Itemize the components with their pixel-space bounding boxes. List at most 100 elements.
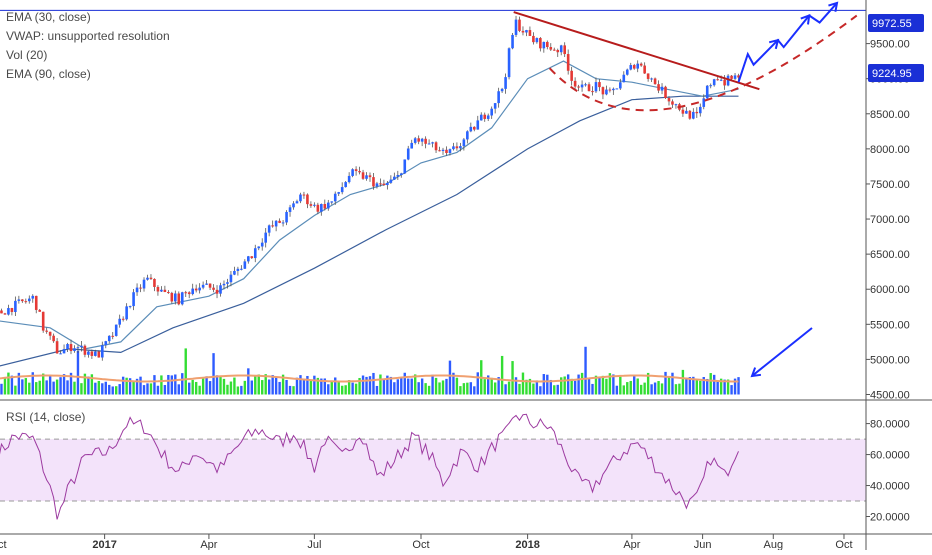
candle-body xyxy=(598,82,601,88)
legend-vwap: VWAP: unsupported resolution xyxy=(6,29,170,43)
candle-body xyxy=(191,288,194,295)
candle-body xyxy=(107,335,111,342)
price-tag-high[interactable]: 9972.55 xyxy=(868,14,924,32)
y-tick-label: 5000.00 xyxy=(870,354,910,366)
volume-bar xyxy=(177,384,180,395)
ema30-line xyxy=(0,60,739,350)
volume-bar xyxy=(188,382,191,395)
candle-body xyxy=(737,75,740,78)
volume-bar xyxy=(31,372,34,395)
volume-bar xyxy=(41,373,45,395)
rsi-line xyxy=(0,413,739,520)
volume-bar xyxy=(400,376,403,395)
candle-body xyxy=(664,86,667,98)
candle-body xyxy=(139,287,142,289)
volume-bar xyxy=(295,377,299,395)
projection-path[interactable] xyxy=(737,2,838,83)
candle-body xyxy=(52,335,55,342)
volume-bar xyxy=(181,373,184,395)
resistance-trendline[interactable] xyxy=(513,11,760,91)
volume-bar xyxy=(80,383,83,395)
candle-body xyxy=(219,285,222,294)
rsi-tick-label: 20.0000 xyxy=(870,512,910,524)
candle-body xyxy=(76,347,80,349)
volume-bar xyxy=(320,378,323,395)
volume-bar xyxy=(612,374,615,395)
volume-bar xyxy=(535,380,539,395)
candle-body xyxy=(434,142,438,151)
candle-body xyxy=(34,295,38,310)
candle-body xyxy=(104,341,108,346)
candle-body xyxy=(549,47,553,50)
volume-bar xyxy=(504,384,507,395)
candle-body xyxy=(532,35,535,43)
volume-bar xyxy=(598,377,601,395)
volume-bar xyxy=(497,377,500,395)
candle-body xyxy=(174,293,177,302)
price-tag-current[interactable]: 9224.95 xyxy=(868,64,924,82)
candle-body xyxy=(469,126,473,132)
annotations[interactable] xyxy=(0,1,866,378)
candle-body xyxy=(142,279,146,289)
candle-body xyxy=(73,348,76,352)
volume-bar xyxy=(511,361,514,395)
candle-body xyxy=(160,289,163,292)
volume-bar xyxy=(636,378,639,395)
candle-body xyxy=(521,30,525,33)
candle-body xyxy=(309,204,313,206)
candle-body xyxy=(222,283,226,286)
candle-body xyxy=(316,204,320,212)
candle-body xyxy=(250,256,254,259)
projection-arrowhead[interactable] xyxy=(800,14,811,25)
candle-body xyxy=(573,80,577,87)
candle-body xyxy=(709,85,713,87)
volume-bar xyxy=(639,384,643,395)
volume-bar xyxy=(191,379,194,395)
volume-bar xyxy=(528,378,532,395)
volume-arrowhead[interactable] xyxy=(750,367,762,378)
price-tag-high-label: 9972.55 xyxy=(872,18,912,30)
candle-body xyxy=(667,97,671,102)
candle-body xyxy=(472,126,476,130)
projection-arrowhead[interactable] xyxy=(768,38,780,50)
candle-body xyxy=(125,306,128,320)
x-tick-label: Oct xyxy=(0,539,7,550)
volume-bar xyxy=(135,378,139,395)
candle-body xyxy=(660,86,664,91)
volume-bar xyxy=(330,381,333,395)
candle-body xyxy=(726,75,730,86)
candle-body xyxy=(100,345,104,358)
x-tick-label: 2017 xyxy=(92,539,116,550)
candle-body xyxy=(194,288,198,291)
volume-bar xyxy=(108,384,111,395)
candle-body xyxy=(274,220,278,227)
candle-body xyxy=(622,74,626,83)
volume-bar xyxy=(170,375,174,395)
volume-bar xyxy=(500,355,504,395)
volume-bar xyxy=(542,374,546,395)
projection-arrowhead[interactable] xyxy=(828,1,839,12)
volume-arrow[interactable] xyxy=(751,327,813,377)
price-tag-current-label: 9224.95 xyxy=(872,68,912,80)
volume-bar xyxy=(21,379,24,395)
volume-bar xyxy=(466,382,469,395)
price-tag-current-bg xyxy=(868,64,924,82)
volume-bar xyxy=(264,374,267,395)
volume-bar xyxy=(271,375,274,395)
candle-body xyxy=(615,88,619,90)
candle-body xyxy=(59,353,62,355)
candle-body xyxy=(504,77,507,89)
candle-body xyxy=(281,222,285,224)
candle-body xyxy=(114,324,118,336)
volume-bar xyxy=(459,386,462,395)
y-tick-label: 9500.00 xyxy=(870,39,910,51)
candle-body xyxy=(27,298,31,302)
volume-bar xyxy=(361,375,365,395)
candle-body xyxy=(354,169,358,172)
volume-bar xyxy=(278,381,281,395)
volume-bar xyxy=(52,381,55,395)
candle-body xyxy=(406,148,410,160)
volume-bar xyxy=(410,378,413,395)
